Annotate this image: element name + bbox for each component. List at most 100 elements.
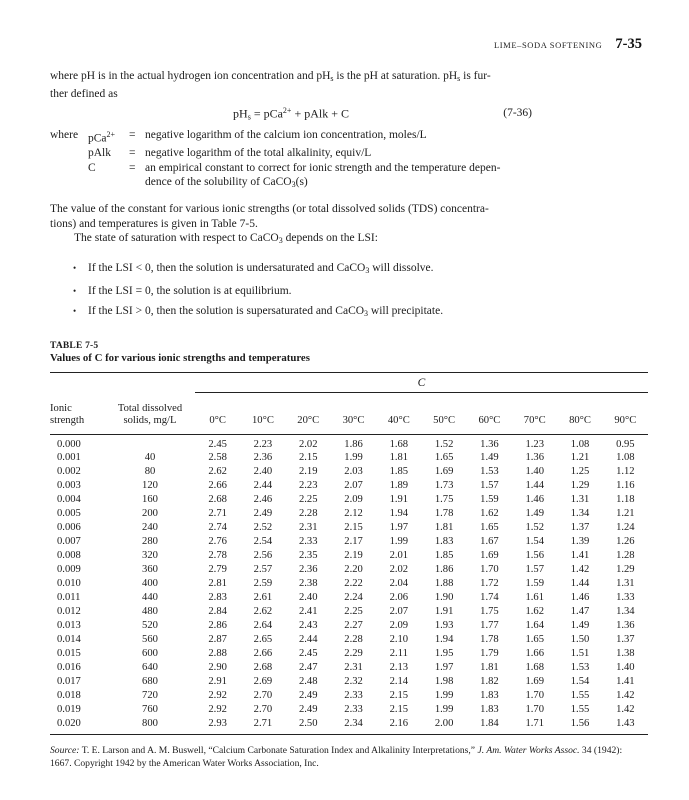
c-value-cell: 1.94 [389, 508, 409, 520]
c-value-cell: 2.23 [253, 438, 273, 450]
spacer [88, 175, 129, 193]
c-value-cell: 2.09 [344, 494, 363, 506]
c-value-cell: 1.41 [616, 675, 635, 687]
ionic-strength-cell: 0.013 [57, 619, 81, 631]
c-value-cell: 2.92 [208, 703, 227, 715]
running-head: LIME–SODA SOFTENING 7-35 [50, 36, 642, 52]
c-value-cell: 2.76 [208, 536, 227, 548]
c-value-cell: 1.43 [616, 717, 635, 729]
c-value-cell: 2.70 [253, 703, 273, 715]
ionic-strength-cell: 0.005 [57, 508, 81, 520]
list-item: • If the LSI > 0, then the solution is s… [50, 304, 532, 322]
c-value-cell: 2.64 [253, 619, 273, 631]
c-value-cell: 1.94 [434, 633, 454, 645]
c-value-cell: 2.45 [208, 438, 227, 450]
c-value-cell: 1.67 [480, 536, 499, 548]
paragraph-line: tions) and temperatures is given in Tabl… [50, 217, 258, 230]
tds-cell: 360 [142, 564, 158, 576]
table-caption: Values of C for various ionic strengths … [50, 352, 310, 365]
c-value-cell: 2.44 [298, 633, 318, 645]
c-value-cell: 1.59 [525, 578, 544, 590]
tds-cell: 120 [142, 480, 158, 492]
c-value-cell: 2.35 [298, 550, 318, 562]
c-value-cell: 1.47 [570, 605, 590, 617]
where-term-c: C [88, 161, 96, 174]
c-value-cell: 1.71 [525, 717, 544, 729]
ionic-strength-cell: 0.000 [57, 438, 81, 450]
c-value-cell: 2.06 [389, 592, 409, 604]
c-value-cell: 2.13 [389, 661, 409, 673]
c-value-cell: 2.24 [344, 592, 363, 604]
equation-body: pHs = pCa2+ + pAlk + C [233, 106, 349, 122]
c-value-cell: 2.47 [298, 661, 318, 673]
temp-header-20c: 20°C [285, 392, 331, 435]
where-term-palk: pAlk [88, 147, 111, 160]
c-value-cell: 2.33 [344, 689, 363, 701]
table-row: 0.005 200 2.71 2.49 2.28 2.12 1.94 1.78 1.62 1.49… [50, 507, 648, 521]
c-value-cell: 1.57 [480, 480, 499, 492]
c-value-cell: 1.44 [525, 480, 544, 492]
c-value-cell: 2.19 [298, 466, 318, 478]
c-value-cell: 1.99 [344, 452, 363, 464]
where-term-pca: pCa2+ [88, 130, 116, 145]
c-value-cell: 2.10 [389, 633, 409, 645]
ionic-strength-cell: 0.007 [57, 536, 81, 548]
c-value-cell: 1.78 [434, 508, 454, 520]
document-page: LIME–SODA SOFTENING 7-35 where pH is in … [50, 36, 648, 771]
c-value-cell: 1.28 [616, 550, 635, 562]
c-value-cell: 1.34 [570, 508, 590, 520]
c-value-cell: 1.52 [525, 522, 544, 534]
c-value-cell: 1.70 [525, 703, 544, 715]
c-value-cell: 1.78 [480, 633, 499, 645]
c-value-cell: 2.15 [298, 452, 318, 464]
lsi-bullet-list: • If the LSI < 0, then the solution is u… [50, 261, 532, 322]
values-of-c-table: C Ionic strength Total dissolved solids,… [50, 372, 648, 735]
c-value-cell: 1.66 [525, 647, 544, 659]
c-value-cell: 2.93 [208, 717, 227, 729]
c-value-cell: 2.36 [298, 564, 318, 576]
c-value-cell: 1.36 [525, 452, 544, 464]
c-value-cell: 2.69 [253, 675, 273, 687]
tds-cell: 40 [144, 452, 156, 464]
c-value-cell: 1.70 [525, 689, 544, 701]
bullet-icon: • [73, 262, 77, 273]
c-value-cell: 1.65 [525, 633, 544, 645]
table-row: 0.010 400 2.81 2.59 2.38 2.22 2.04 1.88 1.72 1.59… [50, 577, 648, 591]
c-value-cell: 2.07 [344, 480, 363, 492]
c-value-cell: 1.21 [570, 452, 590, 464]
source-note: Source: T. E. Larson and A. M. Buswell, … [50, 744, 648, 771]
ionic-strength-cell: 0.010 [57, 578, 81, 590]
spanner-spacer [50, 373, 195, 393]
tds-cell: 160 [142, 494, 158, 506]
c-value-cell: 1.79 [480, 647, 499, 659]
c-value-cell: 1.31 [570, 494, 590, 506]
ionic-strength-cell: 0.020 [57, 717, 81, 729]
table-row: 0.009 360 2.79 2.57 2.36 2.20 2.02 1.86 1.70 1.57… [50, 563, 648, 577]
source-line-1: Source: T. E. Larson and A. M. Buswell, … [50, 744, 623, 756]
source-line-2: 1667. Copyright 1942 by the American Wat… [50, 758, 319, 770]
c-value-cell: 1.44 [570, 578, 590, 590]
c-value-cell: 1.49 [570, 619, 590, 631]
c-value-cell: 1.81 [389, 452, 409, 464]
c-value-cell: 2.81 [208, 578, 227, 590]
tds-cell: 320 [142, 550, 158, 562]
where-definitions: where pCa2+ = negative logarithm of the … [50, 128, 532, 193]
c-value-cell: 1.42 [570, 564, 590, 576]
c-value-cell: 2.22 [344, 578, 363, 590]
spanner-row: C [50, 372, 648, 394]
c-value-cell: 2.40 [298, 592, 318, 604]
table-row: 0.018 720 2.92 2.70 2.49 2.33 2.15 1.99 1.83 1.70… [50, 689, 648, 703]
c-value-cell: 1.61 [525, 592, 544, 604]
c-value-cell: 1.33 [616, 592, 635, 604]
c-value-cell: 1.40 [616, 661, 635, 673]
paragraph-line: The value of the constant for various io… [50, 203, 489, 216]
temp-header-30c: 30°C [330, 392, 377, 435]
c-value-cell: 1.54 [525, 536, 544, 548]
c-value-cell: 1.86 [434, 564, 454, 576]
c-value-cell: 2.90 [208, 661, 227, 673]
spacer [50, 175, 88, 193]
ionic-strength-header: Ionic strength [50, 392, 105, 435]
c-value-cell: 1.91 [389, 494, 409, 506]
table-label: TABLE 7-5 [50, 341, 99, 352]
tds-cell: 800 [142, 717, 158, 729]
